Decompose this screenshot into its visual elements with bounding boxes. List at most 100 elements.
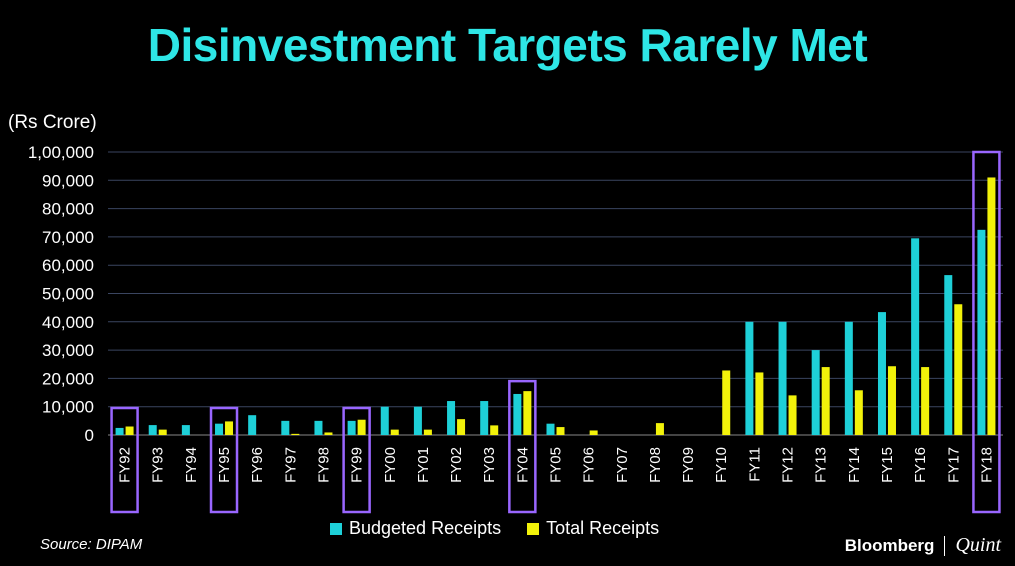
x-tick-label: FY92 <box>117 447 134 483</box>
brand-logo: Bloomberg Quint <box>845 534 1001 557</box>
bar-budgeted-fy95 <box>215 423 224 435</box>
bar-budgeted-fy15 <box>877 312 886 435</box>
x-tick-label: FY14 <box>846 447 863 483</box>
x-tick-label: FY95 <box>216 447 233 483</box>
legend-item-total: Total Receipts <box>527 518 659 539</box>
bar-total-fy97 <box>291 433 300 435</box>
y-tick-label: 90,000 <box>42 171 94 190</box>
bar-total-fy08 <box>655 423 664 435</box>
y-tick-label: 70,000 <box>42 228 94 247</box>
legend-swatch-budgeted <box>330 522 342 535</box>
x-tick-label: FY15 <box>879 447 896 483</box>
x-tick-label: FY99 <box>349 447 366 483</box>
brand-name-quint: Quint <box>955 534 1001 556</box>
x-tick-label: FY11 <box>746 447 763 482</box>
bar-total-fy00 <box>390 429 399 435</box>
bar-total-fy93 <box>158 429 167 435</box>
x-tick-label: FY13 <box>813 447 830 483</box>
highlight-box-fy18 <box>972 150 1001 514</box>
x-tick-label: FY17 <box>945 447 962 483</box>
x-tick-label: FY00 <box>382 447 399 483</box>
bar-total-fy14 <box>854 390 863 435</box>
bar-total-fy01 <box>423 429 432 435</box>
legend-label-total: Total Receipts <box>546 518 660 538</box>
x-tick-label: FY12 <box>780 447 797 483</box>
highlight-box-fy04 <box>508 379 537 514</box>
bar-budgeted-fy99 <box>347 420 356 435</box>
bar-total-fy06 <box>589 430 598 435</box>
x-tick-label: FY16 <box>912 447 929 483</box>
bar-budgeted-fy97 <box>281 420 290 435</box>
brand-divider <box>944 535 946 556</box>
x-tick-label: FY01 <box>415 447 432 483</box>
x-tick-label: FY02 <box>448 447 465 483</box>
x-tick-label: FY98 <box>315 447 332 483</box>
y-tick-label: 20,000 <box>42 369 94 388</box>
bar-total-fy15 <box>887 366 896 435</box>
bar-budgeted-fy17 <box>944 275 953 435</box>
bar-total-fy03 <box>490 425 499 435</box>
bar-budgeted-fy13 <box>811 350 820 435</box>
y-tick-label: 10,000 <box>42 398 94 417</box>
bar-budgeted-fy00 <box>380 406 389 435</box>
legend-item-budgeted: Budgeted Receipts <box>330 518 501 539</box>
x-tick-label: FY09 <box>680 447 697 483</box>
highlight-box-fy95 <box>209 406 239 514</box>
x-tick-label: FY18 <box>978 447 995 483</box>
x-tick-label: FY93 <box>150 447 167 483</box>
x-tick-label: FY96 <box>249 447 266 483</box>
highlight-box-fy92 <box>110 406 139 514</box>
x-tick-label: FY04 <box>514 447 531 483</box>
bar-total-fy18 <box>987 177 996 435</box>
x-tick-label: FY08 <box>647 447 664 483</box>
bar-budgeted-fy01 <box>413 406 422 435</box>
bar-total-fy11 <box>755 372 764 435</box>
bar-budgeted-fy94 <box>181 425 190 435</box>
x-tick-label: FY94 <box>183 447 200 483</box>
bar-budgeted-fy02 <box>447 401 456 435</box>
bar-budgeted-fy12 <box>778 321 787 435</box>
x-tick-label: FY97 <box>282 447 299 483</box>
bar-budgeted-fy92 <box>115 427 124 435</box>
bar-total-fy16 <box>921 367 930 435</box>
bar-total-fy98 <box>324 432 333 435</box>
highlight-box-fy99 <box>342 406 371 514</box>
bar-total-fy92 <box>125 426 134 435</box>
bar-total-fy13 <box>821 367 830 435</box>
bar-total-fy17 <box>954 304 963 435</box>
legend-swatch-total <box>527 522 540 535</box>
chart-title: Disinvestment Targets Rarely Met <box>147 19 868 71</box>
bar-budgeted-fy04 <box>513 393 522 435</box>
bar-budgeted-fy05 <box>546 423 555 435</box>
y-tick-label: 30,000 <box>42 341 94 360</box>
y-tick-label: 40,000 <box>42 313 94 332</box>
bar-budgeted-fy11 <box>745 321 754 435</box>
bar-budgeted-fy16 <box>911 238 920 435</box>
bar-total-fy95 <box>225 421 234 435</box>
y-tick-label: 50,000 <box>42 285 94 304</box>
bar-total-fy05 <box>556 427 565 435</box>
source-note: Source: DIPAM <box>40 536 143 553</box>
brand-name-bloomberg: Bloomberg <box>844 535 935 555</box>
y-axis-unit-label: (Rs Crore) <box>8 112 97 133</box>
bar-total-fy02 <box>457 419 466 435</box>
bar-total-fy04 <box>523 391 532 435</box>
y-tick-label: 1,00,000 <box>28 143 94 162</box>
y-tick-label: 60,000 <box>42 256 94 275</box>
bar-total-fy12 <box>788 395 797 435</box>
bar-budgeted-fy14 <box>844 321 853 435</box>
y-tick-label: 0 <box>85 426 94 445</box>
bar-total-fy10 <box>722 370 731 435</box>
bar-budgeted-fy96 <box>248 415 257 435</box>
y-tick-label: 80,000 <box>42 200 94 219</box>
legend: Budgeted Receipts Total Receipts <box>330 518 659 539</box>
bar-budgeted-fy93 <box>148 425 157 435</box>
x-tick-label: FY05 <box>548 447 565 483</box>
bar-budgeted-fy18 <box>977 229 986 435</box>
x-tick-label: FY10 <box>713 447 730 483</box>
x-tick-label: FY03 <box>481 447 498 483</box>
bar-total-fy99 <box>357 419 366 435</box>
bar-budgeted-fy03 <box>480 401 489 435</box>
x-tick-label: FY06 <box>581 447 598 483</box>
